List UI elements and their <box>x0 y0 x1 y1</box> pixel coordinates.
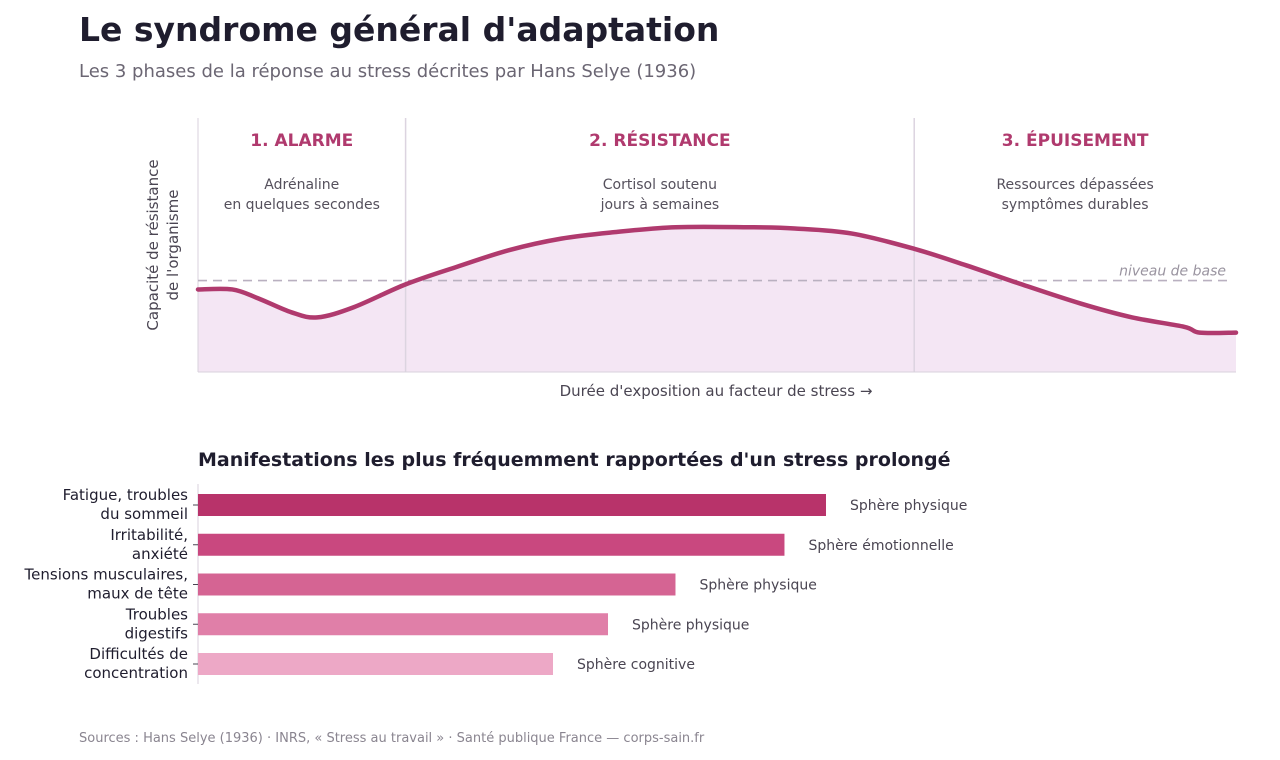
page-title: Le syndrome général d'adaptation <box>79 10 720 49</box>
bar-category-label: Troubles <box>125 605 188 623</box>
bar <box>198 613 609 636</box>
phase-description: en quelques secondes <box>224 197 380 213</box>
y-axis-label: Capacité de résistance <box>144 159 162 330</box>
bar-category-label: Tensions musculaires, <box>24 566 188 584</box>
bar-chart-title: Manifestations les plus fréquemment rapp… <box>198 449 951 471</box>
phase-title: 1. ALARME <box>250 131 353 151</box>
bar-category-label: du sommeil <box>100 505 188 523</box>
bar-category-label: concentration <box>84 664 188 682</box>
bar <box>198 573 676 596</box>
bar <box>198 653 553 675</box>
bar-value-label: Sphère physique <box>699 578 816 594</box>
bar-value-label: Sphère physique <box>850 498 967 514</box>
x-axis-label: Durée d'exposition au facteur de stress … <box>560 382 873 400</box>
bar-category-label: anxiété <box>132 545 188 563</box>
curve-area-fill <box>198 226 1236 372</box>
bar-category-label: Difficultés de <box>89 645 188 663</box>
phase-description: Ressources dépassées <box>996 177 1153 193</box>
bar-value-label: Sphère cognitive <box>577 657 695 673</box>
phase-title: 3. ÉPUISEMENT <box>1002 129 1149 151</box>
bar <box>198 533 785 556</box>
resistance-curve <box>195 224 1239 336</box>
bar-category-label: Irritabilité, <box>110 526 188 544</box>
page-subtitle: Les 3 phases de la réponse au stress déc… <box>79 61 697 82</box>
bar-category-label: Fatigue, troubles <box>63 486 189 504</box>
phase-description: Adrénaline <box>264 177 339 193</box>
source-note: Sources : Hans Selye (1936) · INRS, « St… <box>79 731 705 746</box>
phase-description: symptômes durables <box>1002 197 1149 213</box>
y-axis-label: de l'organisme <box>164 190 182 301</box>
phase-description: jours à semaines <box>600 197 720 213</box>
phase-title: 2. RÉSISTANCE <box>589 129 730 151</box>
bar-value-label: Sphère physique <box>632 617 749 633</box>
baseline-label: niveau de base <box>1119 264 1226 280</box>
bar-category-label: digestifs <box>125 624 189 642</box>
phase-description: Cortisol soutenu <box>603 177 717 193</box>
bar-value-label: Sphère émotionnelle <box>808 538 953 554</box>
bar <box>198 494 826 516</box>
bar-category-label: maux de tête <box>87 585 188 603</box>
